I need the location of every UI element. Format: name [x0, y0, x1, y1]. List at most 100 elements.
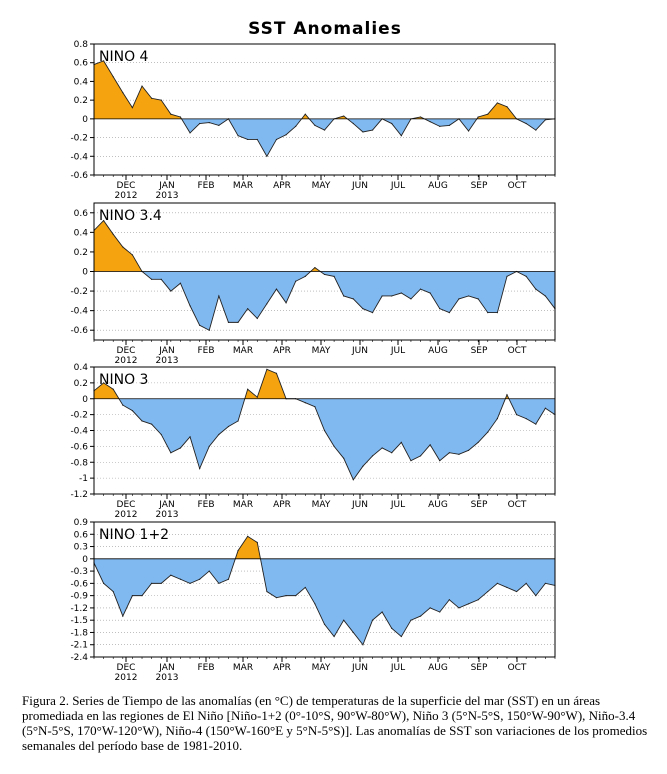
data-point [487, 312, 489, 314]
y-tick-label: 0.2 [74, 248, 88, 258]
x-month-label: FEB [197, 663, 214, 673]
y-tick-label: 0 [82, 115, 88, 125]
data-point [343, 619, 345, 621]
x-month-label: JAN [158, 500, 174, 510]
x-month-label: DEC [117, 181, 136, 191]
data-point [448, 124, 450, 127]
data-point [391, 452, 393, 454]
data-point [544, 295, 546, 297]
x-month-label: MAR [233, 346, 253, 356]
data-point [400, 441, 402, 444]
data-point [160, 433, 162, 436]
x-month-label: APR [273, 500, 291, 510]
y-tick-label: -0.6 [70, 442, 88, 452]
x-month-label: DEC [117, 346, 136, 356]
y-tick-label: -0.2 [70, 287, 88, 297]
data-point [179, 116, 182, 118]
x-year-label: 2012 [115, 510, 138, 520]
data-point [189, 305, 191, 307]
y-tick-label: -2.4 [70, 653, 88, 663]
data-point [467, 130, 470, 132]
y-tick-label: -1.2 [70, 604, 88, 614]
data-point [285, 134, 287, 136]
data-point [333, 635, 335, 638]
data-point [103, 582, 105, 584]
chart-panels: -0.6-0.4-0.200.20.40.60.8DEC2012JAN2013F… [70, 40, 556, 683]
data-point [515, 414, 518, 416]
data-point [343, 295, 345, 297]
x-month-label: MAR [233, 663, 253, 673]
data-point [247, 388, 249, 390]
data-point [362, 465, 364, 467]
x-month-label: APR [273, 663, 291, 673]
y-tick-label: -0.4 [70, 152, 88, 162]
x-month-label: OCT [508, 663, 527, 673]
data-point [362, 131, 364, 133]
x-month-label: OCT [508, 181, 527, 191]
x-month-label: JUN [351, 663, 368, 673]
data-point [439, 611, 441, 613]
data-point [535, 288, 537, 290]
y-tick-label: -1.2 [70, 490, 88, 500]
data-point [285, 595, 287, 597]
data-point [227, 425, 230, 428]
data-point [103, 382, 105, 384]
data-point [323, 273, 326, 276]
data-point [362, 308, 364, 310]
data-point [304, 586, 306, 589]
y-tick-label: -2.1 [70, 641, 88, 651]
sst-anomalies-figure: SST Anomalies -0.6 -0.4 -0.2 0 0.2 0.4 0.6 0.8 D… [70, 19, 556, 683]
data-point [141, 420, 143, 422]
data-point [448, 452, 450, 454]
data-point [304, 113, 306, 115]
positive-anomaly-area [94, 60, 555, 119]
data-point [458, 453, 460, 455]
data-point [189, 582, 191, 584]
data-point [256, 396, 258, 398]
positive-anomaly-area [94, 369, 555, 399]
data-point [333, 275, 335, 277]
data-point [496, 417, 498, 420]
data-point [160, 582, 162, 584]
data-point [189, 436, 191, 438]
data-point [295, 280, 297, 282]
y-tick-label: -0.3 [70, 567, 88, 577]
y-tick-label: 0.4 [74, 363, 89, 373]
data-point [218, 124, 220, 127]
data-point [487, 590, 489, 593]
data-point [141, 85, 143, 87]
data-point [199, 122, 201, 125]
data-point [179, 282, 182, 284]
data-point [323, 429, 326, 432]
y-tick-label: 0 [82, 268, 88, 278]
y-tick-label: -0.8 [70, 458, 88, 468]
data-point [496, 312, 498, 314]
x-month-label: JUN [351, 500, 368, 510]
data-point [256, 317, 258, 320]
y-tick-label: -0.4 [70, 307, 88, 317]
data-point [151, 423, 153, 425]
data-point [314, 266, 316, 269]
y-tick-label: -0.9 [70, 592, 88, 602]
x-month-label: FEB [197, 181, 214, 191]
data-point [496, 582, 498, 584]
data-point [467, 449, 470, 451]
data-point [304, 402, 306, 404]
x-month-label: AUG [428, 181, 448, 191]
data-point [352, 631, 354, 634]
y-tick-label: 0 [82, 555, 88, 565]
data-point [295, 595, 297, 597]
x-month-label: JAN [158, 346, 174, 356]
y-tick-label: 0.3 [74, 543, 88, 553]
positive-anomaly-area [94, 220, 555, 272]
data-point [477, 441, 479, 444]
data-point [256, 541, 258, 544]
data-point [103, 220, 105, 222]
x-month-label: AUG [428, 500, 448, 510]
x-month-label: AUG [428, 346, 448, 356]
data-point [266, 590, 268, 593]
x-month-label: FEB [197, 500, 214, 510]
data-point [285, 302, 287, 304]
